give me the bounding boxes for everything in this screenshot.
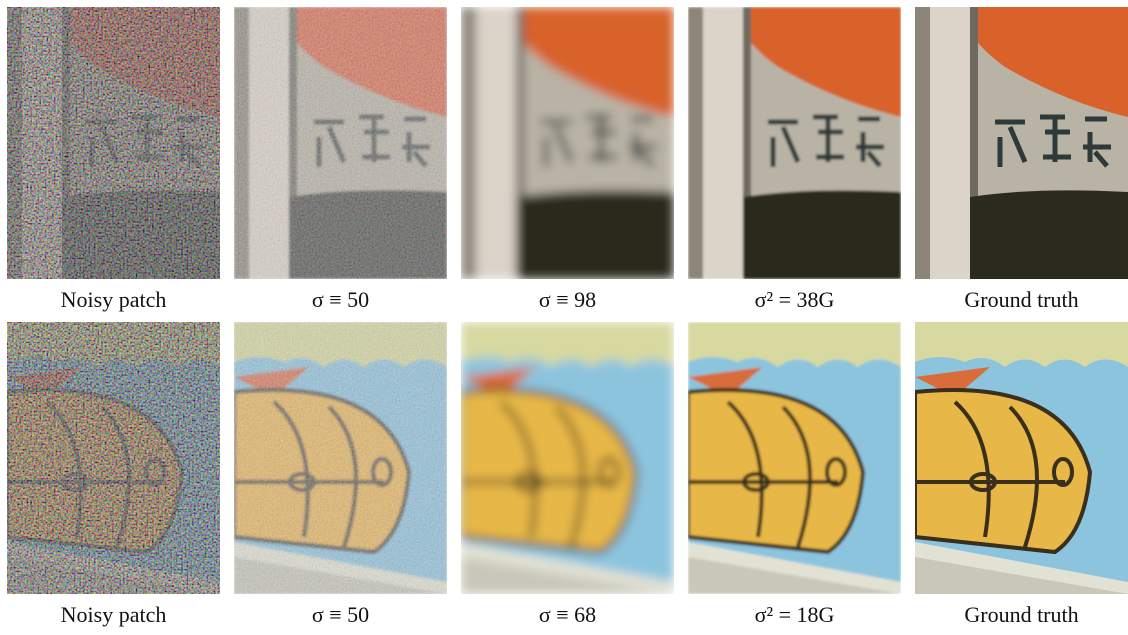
caption: σ ≡ 50 bbox=[312, 602, 369, 627]
image-patch bbox=[688, 322, 901, 594]
image-patch bbox=[461, 7, 674, 279]
image-patch bbox=[915, 7, 1128, 279]
figure: Noisy patch σ ≡ 50 σ ≡ 98 σ² = 38G Ground tr… bbox=[0, 0, 1128, 635]
image-patch bbox=[7, 7, 220, 279]
image-patch bbox=[7, 322, 220, 594]
image-patch bbox=[461, 322, 674, 594]
caption: σ² = 38G bbox=[755, 287, 835, 312]
image-patch bbox=[234, 322, 447, 594]
caption: σ ≡ 68 bbox=[539, 602, 596, 627]
image-patch bbox=[915, 322, 1128, 594]
caption: σ ≡ 98 bbox=[539, 287, 596, 312]
caption: σ ≡ 50 bbox=[312, 287, 369, 312]
caption: Noisy patch bbox=[61, 602, 167, 627]
image-patch bbox=[234, 7, 447, 279]
caption: Ground truth bbox=[964, 287, 1078, 312]
caption: Noisy patch bbox=[61, 287, 167, 312]
caption: Ground truth bbox=[964, 602, 1078, 627]
image-patch bbox=[688, 7, 901, 279]
caption: σ² = 18G bbox=[755, 602, 835, 627]
